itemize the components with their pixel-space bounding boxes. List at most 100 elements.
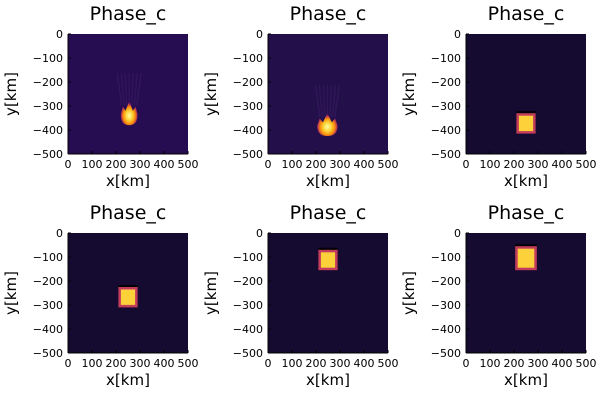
y-tick-label: −500 <box>233 148 263 161</box>
heatmap-panel-1: 0 100 200 300 400 500 0 −100 −200 −300 −400 −500 Pha… <box>2 3 199 190</box>
heatmap-panel-6: 0 100 200 300 400 500 0 −100 −200 −300 −400 −500 Pha… <box>400 202 597 389</box>
y-axis-label: y[km] <box>2 271 20 315</box>
y-tick-label: −200 <box>431 76 461 89</box>
y-tick-label: −400 <box>431 124 461 137</box>
y-tick-label: −100 <box>33 251 63 264</box>
y-tick-label: −300 <box>431 100 461 113</box>
plume-streak <box>133 73 138 106</box>
y-axis-label: y[km] <box>400 72 418 116</box>
y-tick-label: −500 <box>431 347 461 360</box>
x-tick-label: 400 <box>354 357 375 370</box>
y-tick-label: 0 <box>454 28 461 41</box>
phase-feature <box>120 101 138 126</box>
x-tick-label: 500 <box>178 158 199 171</box>
x-axis-label: x[km] <box>504 172 548 190</box>
plume-streak <box>124 73 128 106</box>
x-tick-label: 500 <box>378 357 399 370</box>
feature-core <box>517 248 535 268</box>
x-tick-label: 100 <box>480 357 501 370</box>
x-tick-label: 0 <box>65 357 72 370</box>
x-tick-label: 500 <box>378 158 399 171</box>
x-tick-label: 500 <box>576 158 597 171</box>
plot-area <box>68 34 188 154</box>
x-tick-label: 0 <box>463 158 470 171</box>
plot-area <box>466 34 586 154</box>
plume-streak <box>318 85 324 118</box>
x-axis-label: x[km] <box>504 371 548 389</box>
heatmap-panel-5: 0 100 200 300 400 500 0 −100 −200 −300 −400 −500 Pha… <box>202 202 399 389</box>
panel-title: Phase_c <box>90 3 167 25</box>
y-tick-label: −500 <box>33 347 63 360</box>
x-tick-label: 200 <box>306 357 327 370</box>
y-tick-label: −200 <box>431 275 461 288</box>
y-tick-label: −200 <box>33 76 63 89</box>
plume-streak <box>120 73 125 106</box>
feature-edge <box>318 247 338 251</box>
plume-streak <box>322 85 326 118</box>
x-axis-label: x[km] <box>306 371 350 389</box>
x-tick-label: 0 <box>265 158 272 171</box>
x-axis-label: x[km] <box>106 172 150 190</box>
plume-streak <box>331 85 337 118</box>
y-tick-label: −400 <box>233 323 263 336</box>
x-tick-label: 200 <box>504 158 525 171</box>
x-tick-label: 0 <box>463 357 470 370</box>
x-tick-label: 300 <box>330 357 351 370</box>
y-axis-label: y[km] <box>202 271 220 315</box>
y-tick-label: −100 <box>431 251 461 264</box>
panel-title: Phase_c <box>488 202 565 224</box>
x-tick-label: 0 <box>65 158 72 171</box>
plume-streak <box>334 85 341 118</box>
feature-core <box>120 289 136 305</box>
y-tick-label: −300 <box>33 299 63 312</box>
x-tick-label: 400 <box>154 158 175 171</box>
y-tick-label: −300 <box>233 299 263 312</box>
y-tick-label: 0 <box>454 227 461 240</box>
y-tick-label: −400 <box>431 323 461 336</box>
x-axis-label: x[km] <box>306 172 350 190</box>
feature-core <box>320 252 336 268</box>
y-axis-label: y[km] <box>2 72 20 116</box>
x-tick-label: 100 <box>480 158 501 171</box>
x-tick-label: 500 <box>576 357 597 370</box>
y-tick-label: −500 <box>233 347 263 360</box>
plume-streak <box>314 85 321 118</box>
panel-title: Phase_c <box>290 3 367 25</box>
y-tick-label: −100 <box>233 52 263 65</box>
x-tick-label: 300 <box>330 158 351 171</box>
x-tick-label: 300 <box>130 357 151 370</box>
y-axis-label: y[km] <box>202 72 220 116</box>
y-tick-label: −200 <box>233 275 263 288</box>
y-tick-label: −100 <box>33 52 63 65</box>
x-tick-label: 200 <box>106 158 127 171</box>
y-tick-label: −300 <box>233 100 263 113</box>
y-tick-label: −400 <box>33 124 63 137</box>
x-tick-label: 100 <box>82 357 103 370</box>
plume-streak <box>116 73 123 106</box>
feature-edge <box>516 111 536 114</box>
heatmap-panel-2: 0 100 200 300 400 500 0 −100 −200 −300 −400 −500 Pha… <box>202 3 399 190</box>
y-tick-label: −400 <box>33 323 63 336</box>
heatmap-panel-4: 0 100 200 300 400 500 0 −100 −200 −300 −400 −500 Pha… <box>2 202 199 389</box>
y-tick-label: 0 <box>256 227 263 240</box>
x-tick-label: 400 <box>552 158 573 171</box>
plume-streak <box>135 73 142 106</box>
x-tick-label: 200 <box>306 158 327 171</box>
x-tick-label: 100 <box>282 357 303 370</box>
x-tick-label: 100 <box>82 158 103 171</box>
x-tick-label: 400 <box>354 158 375 171</box>
feature-edge <box>118 285 138 288</box>
x-tick-label: 300 <box>528 357 549 370</box>
y-tick-label: 0 <box>56 28 63 41</box>
y-tick-label: −300 <box>33 100 63 113</box>
x-tick-label: 300 <box>528 158 549 171</box>
x-tick-label: 400 <box>552 357 573 370</box>
y-tick-label: −300 <box>431 299 461 312</box>
y-tick-label: −500 <box>431 148 461 161</box>
x-axis-label: x[km] <box>106 371 150 389</box>
y-tick-label: −100 <box>431 52 461 65</box>
x-tick-label: 200 <box>504 357 525 370</box>
x-tick-label: 300 <box>130 158 151 171</box>
x-tick-label: 400 <box>154 357 175 370</box>
